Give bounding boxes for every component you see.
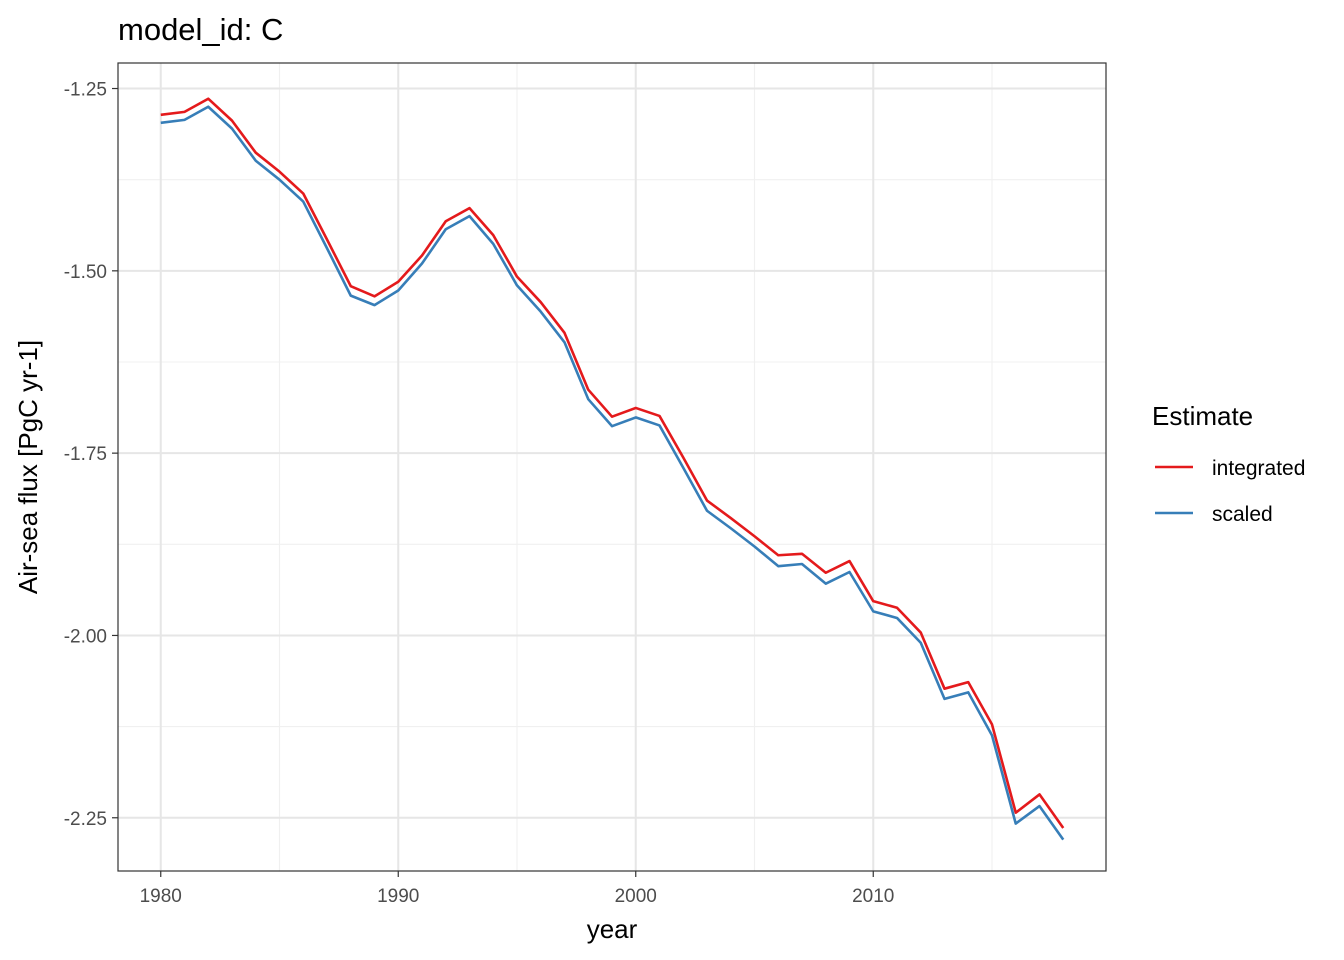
series-lines [160, 97, 1065, 841]
y-axis: -1.25 -1.50 -1.75 -2.00 -2.25 [64, 80, 118, 830]
y-tick-label: -1.50 [64, 262, 107, 283]
y-tick-label: -1.75 [64, 444, 107, 465]
legend-label-integrated: integrated [1212, 457, 1305, 480]
x-tick-label: 1990 [377, 886, 419, 907]
legend-label-scaled: scaled [1212, 503, 1273, 526]
plot-panel-border [117, 62, 1107, 872]
y-tick-label: -2.00 [64, 626, 107, 647]
y-tick-label: -2.25 [64, 809, 107, 830]
y-axis-title: Air-sea flux [PgC yr-1] [13, 340, 43, 594]
legend-items: integrated scaled [1155, 457, 1305, 526]
x-tick-label: 1980 [140, 886, 182, 907]
y-tick-label: -1.25 [64, 80, 107, 101]
x-tick-label: 2010 [852, 886, 894, 907]
grid-major [118, 63, 1106, 871]
x-tick-label: 2000 [615, 886, 657, 907]
series-line-scaled [160, 105, 1065, 841]
legend-title: Estimate [1152, 401, 1253, 431]
x-axis: 1980 1990 2000 2010 [140, 871, 894, 907]
legend: Estimate integrated scaled [1152, 401, 1305, 526]
grid-minor [118, 63, 1106, 871]
series-line-integrated [160, 97, 1065, 829]
plot-panel [118, 63, 1106, 871]
chart-title: model_id: C [118, 12, 283, 47]
x-axis-title: year [587, 914, 638, 944]
